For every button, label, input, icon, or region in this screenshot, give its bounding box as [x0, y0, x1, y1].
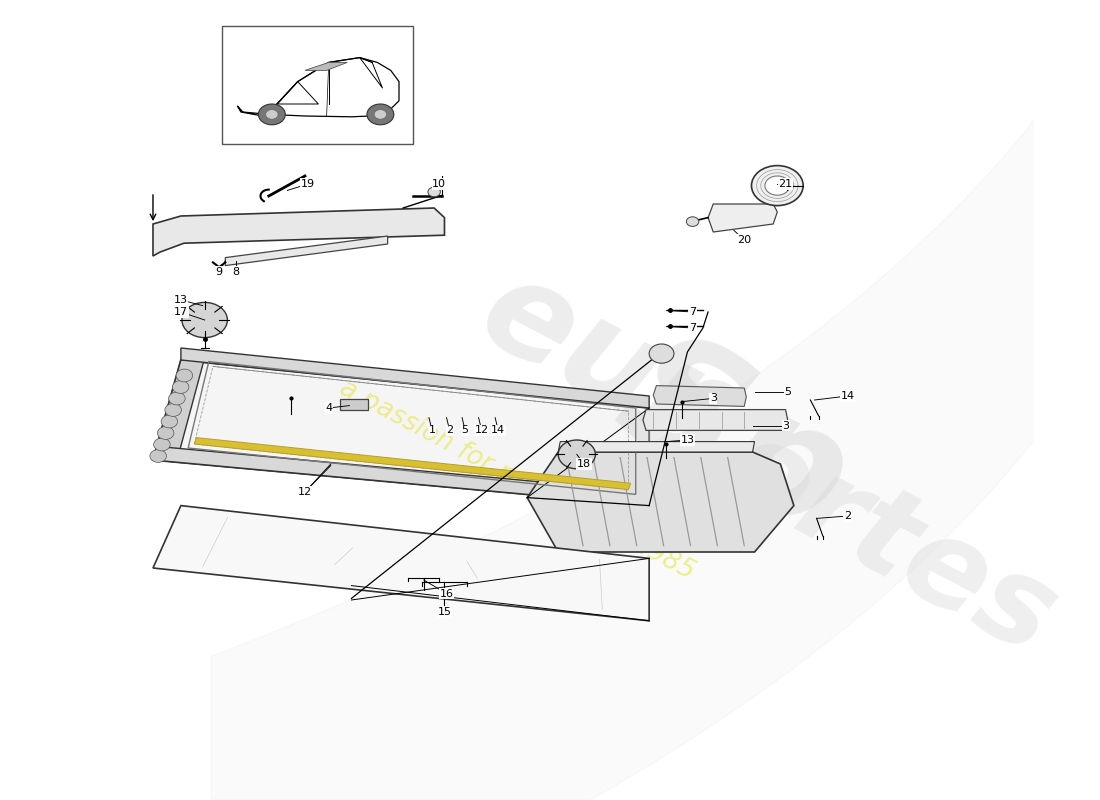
Text: 13: 13 [681, 435, 694, 445]
Polygon shape [153, 208, 444, 256]
Circle shape [649, 344, 674, 363]
Text: ortes: ortes [703, 408, 1075, 680]
Text: 16: 16 [440, 589, 453, 598]
FancyBboxPatch shape [340, 399, 368, 410]
Polygon shape [558, 442, 755, 452]
Circle shape [154, 438, 170, 451]
Text: 9: 9 [216, 267, 222, 277]
Text: 15: 15 [438, 607, 451, 617]
Text: 13: 13 [174, 295, 188, 305]
Polygon shape [642, 410, 788, 430]
Text: 19: 19 [301, 179, 315, 189]
Circle shape [176, 369, 192, 382]
Circle shape [428, 187, 440, 197]
Circle shape [751, 166, 803, 206]
Polygon shape [153, 506, 649, 621]
Text: 14: 14 [492, 426, 505, 435]
Circle shape [367, 104, 394, 125]
Text: 8: 8 [232, 267, 239, 277]
Polygon shape [153, 358, 205, 460]
Circle shape [173, 381, 189, 394]
Text: 14: 14 [840, 391, 855, 401]
Circle shape [558, 440, 595, 469]
Text: eur: eur [460, 246, 739, 474]
Text: 5: 5 [462, 426, 469, 435]
Polygon shape [305, 62, 348, 70]
Text: a passion for parts since 1985: a passion for parts since 1985 [334, 375, 698, 585]
Text: 20: 20 [737, 235, 751, 245]
Text: 7: 7 [689, 307, 696, 317]
Text: 5: 5 [784, 387, 791, 397]
Text: 3: 3 [710, 394, 717, 403]
FancyBboxPatch shape [222, 26, 414, 144]
Circle shape [258, 104, 285, 125]
Polygon shape [226, 236, 387, 266]
Polygon shape [180, 348, 649, 408]
Circle shape [150, 450, 166, 462]
Text: 2: 2 [447, 426, 453, 435]
Circle shape [157, 426, 174, 439]
Text: 21: 21 [779, 179, 793, 189]
Polygon shape [708, 204, 778, 232]
Text: 12: 12 [298, 487, 312, 497]
Circle shape [168, 392, 185, 405]
Text: 18: 18 [578, 459, 591, 469]
Text: 17: 17 [174, 307, 188, 317]
Circle shape [374, 110, 386, 119]
Text: 7: 7 [689, 323, 696, 333]
Text: 2: 2 [844, 511, 851, 521]
Circle shape [165, 403, 182, 416]
Circle shape [764, 176, 790, 195]
Circle shape [161, 415, 178, 428]
Circle shape [182, 302, 228, 338]
Polygon shape [527, 452, 794, 552]
Polygon shape [653, 386, 746, 406]
Polygon shape [153, 446, 649, 506]
Text: 4: 4 [326, 403, 332, 413]
Circle shape [266, 110, 278, 119]
Text: 3: 3 [782, 421, 789, 430]
Text: 1: 1 [429, 426, 436, 435]
Text: 10: 10 [432, 179, 447, 189]
Circle shape [686, 217, 698, 226]
Text: 12: 12 [474, 426, 488, 435]
Polygon shape [195, 438, 630, 490]
Text: Sp: Sp [593, 314, 876, 566]
Polygon shape [153, 360, 649, 506]
